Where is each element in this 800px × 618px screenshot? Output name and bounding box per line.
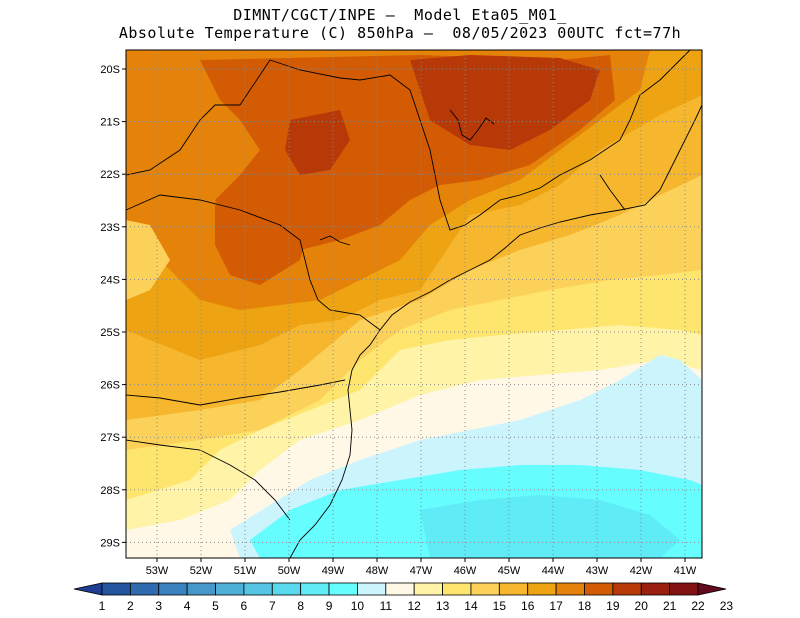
lake-2 — [319, 235, 351, 246]
zone-20b — [285, 110, 350, 175]
map-borders — [126, 50, 702, 558]
lat-tick-label: 23S — [100, 222, 120, 234]
colorbar: 1 2 3 4 5 6 7 8 9 10 11 12 13 14 15 16 17 18 19 20 21 22 23 — [73, 582, 734, 613]
lat-tick-label: 28S — [100, 485, 120, 497]
colorbar-label: 12 — [408, 599, 422, 613]
zone-14-west — [126, 220, 170, 300]
state-border-6 — [559, 50, 691, 176]
lat-tick-label: 26S — [100, 380, 120, 392]
state-border-4 — [239, 59, 561, 231]
colorbar-swatch — [470, 582, 500, 596]
temperature-field — [126, 50, 702, 558]
lon-tick-label: 47W — [410, 565, 433, 577]
chart-title: DIMNT/CGCT/INPE — Model Eta05_M01_ — [233, 6, 567, 24]
colorbar-label: 22 — [691, 599, 705, 613]
state-border-1 — [126, 379, 346, 406]
lon-tick-label: 48W — [366, 565, 389, 577]
lat-tick-label: 24S — [100, 274, 120, 286]
colorbar-swatch — [186, 582, 216, 596]
colorbar-swatch — [555, 582, 585, 596]
colorbar-label: 4 — [184, 599, 191, 613]
colorbar-label: 15 — [493, 599, 507, 613]
colorbar-label: 11 — [380, 599, 393, 613]
colorbar-swatch — [527, 582, 557, 596]
graticule — [126, 50, 702, 558]
colorbar-swatch — [640, 582, 671, 596]
colorbar-arrow-high — [697, 582, 727, 596]
colorbar-swatch — [101, 582, 131, 596]
colorbar-swatch — [328, 582, 358, 596]
state-border-2 — [126, 439, 291, 521]
colorbar-swatch — [612, 582, 642, 596]
lon-tick-label: 50W — [278, 565, 301, 577]
lat-tick-label: 21S — [100, 117, 120, 129]
colorbar-swatch — [129, 582, 160, 596]
colorbar-label: 6 — [241, 599, 248, 613]
colorbar-swatch — [498, 582, 529, 596]
colorbar-swatch — [158, 582, 188, 596]
lon-tick-label: 45W — [498, 565, 521, 577]
state-border-3 — [126, 194, 381, 331]
colorbar-swatch — [215, 582, 245, 596]
colorbar-label: 10 — [351, 599, 365, 613]
colorbar-label: 8 — [297, 599, 304, 613]
plot-frame — [125, 49, 703, 559]
colorbar-label: 16 — [521, 599, 535, 613]
colorbar-swatch — [385, 582, 415, 596]
colorbar-label: 21 — [663, 599, 677, 613]
colorbar-label: 13 — [436, 599, 450, 613]
colorbar-label: 9 — [326, 599, 333, 613]
latitude-axis: 20S 21S 22S 23S 24S 25S 26S 27S 28S 29S — [100, 64, 126, 549]
colorbar-label: 14 — [464, 599, 478, 613]
colorbar-swatch — [584, 582, 614, 596]
colorbar-label: 2 — [127, 599, 134, 613]
colorbar-label: 17 — [549, 599, 563, 613]
colorbar-swatch — [300, 582, 330, 596]
lon-tick-label: 43W — [586, 565, 609, 577]
lat-tick-label: 20S — [100, 64, 120, 76]
lon-tick-label: 44W — [542, 565, 565, 577]
lon-tick-label: 42W — [630, 565, 653, 577]
state-border-5 — [126, 104, 240, 176]
lon-tick-label: 51W — [234, 565, 257, 577]
lon-tick-label: 41W — [674, 565, 697, 577]
lat-tick-label: 29S — [100, 537, 120, 549]
lat-tick-label: 22S — [100, 169, 120, 181]
state-border-7 — [599, 174, 626, 211]
lon-tick-label: 53W — [146, 565, 169, 577]
lon-tick-label: 52W — [190, 565, 213, 577]
colorbar-swatch — [669, 582, 699, 596]
lon-tick-label: 46W — [454, 565, 477, 577]
chart-subtitle: Absolute Temperature (C) 850hPa — 08/05/… — [118, 24, 682, 42]
colorbar-label: 1 — [99, 599, 106, 613]
colorbar-label: 20 — [635, 599, 649, 613]
zone-19b — [215, 205, 310, 285]
colorbar-label: 18 — [578, 599, 592, 613]
colorbar-label: 23 — [720, 599, 734, 613]
longitude-axis: 53W 52W 51W 50W 49W 48W 47W 46W 45W 44W 43W 42W 41W — [146, 558, 697, 577]
lake-1 — [449, 109, 495, 141]
colorbar-label: 3 — [155, 599, 162, 613]
colorbar-swatch — [442, 582, 472, 596]
colorbar-label: 19 — [606, 599, 620, 613]
colorbar-swatch — [243, 582, 273, 596]
lat-tick-label: 27S — [100, 432, 120, 444]
colorbar-swatch — [413, 582, 443, 596]
colorbar-swatch — [271, 582, 302, 596]
colorbar-swatch — [357, 582, 387, 596]
lon-tick-label: 49W — [322, 565, 345, 577]
lat-tick-label: 25S — [100, 327, 120, 339]
colorbar-label: 7 — [269, 599, 276, 613]
colorbar-arrow-low — [73, 582, 103, 596]
colorbar-label: 5 — [212, 599, 219, 613]
